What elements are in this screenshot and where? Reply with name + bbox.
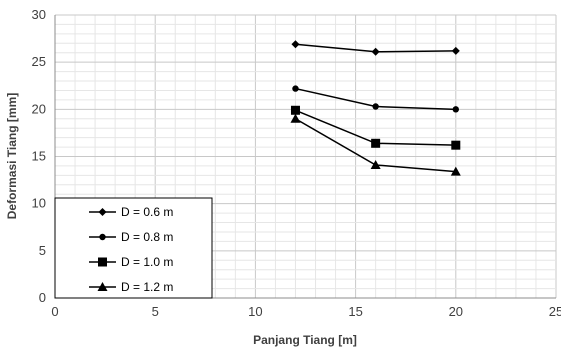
legend-box (54, 197, 213, 299)
legend-entry: D = 1.0 m (89, 255, 173, 269)
y-tick-label: 10 (32, 196, 46, 211)
data-point (372, 103, 379, 110)
data-point (291, 40, 300, 49)
y-axis-title: Deformasi Tiang [mm] (5, 93, 19, 219)
triangle-marker (97, 282, 108, 291)
data-point (452, 106, 459, 113)
y-tick-label: 15 (32, 149, 46, 164)
chart-legend: D = 0.6 m D = 0.8 m D = 1.0 m D = 1.2 m (54, 197, 213, 299)
data-point (371, 47, 380, 56)
chart-tick-labels: 0 5 10 15 20 25 0 5 10 15 20 25 30 (32, 7, 561, 319)
x-tick-label: 0 (51, 304, 58, 319)
series-4 (290, 113, 461, 176)
legend-entry: D = 0.6 m (89, 205, 173, 219)
legend-label: D = 0.6 m (121, 205, 173, 219)
data-point (290, 105, 300, 115)
legend-label: D = 0.8 m (121, 230, 173, 244)
data-point (451, 46, 460, 55)
diamond-marker (98, 208, 107, 216)
legend-entry: D = 0.8 m (89, 230, 173, 244)
series-1 (291, 40, 460, 56)
y-tick-label: 20 (32, 101, 46, 116)
data-point (290, 113, 301, 123)
legend-label: D = 1.2 m (121, 280, 173, 294)
data-point (370, 159, 381, 169)
x-tick-label: 5 (152, 304, 159, 319)
square-marker (98, 257, 107, 267)
chart-series (290, 40, 461, 176)
y-tick-label: 0 (39, 290, 46, 305)
x-tick-label: 10 (248, 304, 262, 319)
circle-marker (99, 233, 106, 241)
y-tick-label: 5 (39, 243, 46, 258)
data-point (371, 138, 381, 148)
data-point (450, 166, 461, 176)
series-3 (290, 105, 461, 150)
y-tick-label: 25 (32, 54, 46, 69)
x-tick-label: 15 (348, 304, 362, 319)
x-axis-title: Panjang Tiang [m] (253, 333, 357, 347)
chart-grid (54, 14, 557, 299)
y-tick-label: 30 (32, 7, 46, 22)
series-2 (292, 85, 459, 113)
legend-entry: D = 1.2 m (89, 280, 173, 294)
data-point (451, 140, 461, 150)
x-tick-label: 25 (549, 304, 561, 319)
x-tick-label: 20 (449, 304, 463, 319)
data-point (292, 85, 299, 92)
legend-label: D = 1.0 m (121, 255, 173, 269)
